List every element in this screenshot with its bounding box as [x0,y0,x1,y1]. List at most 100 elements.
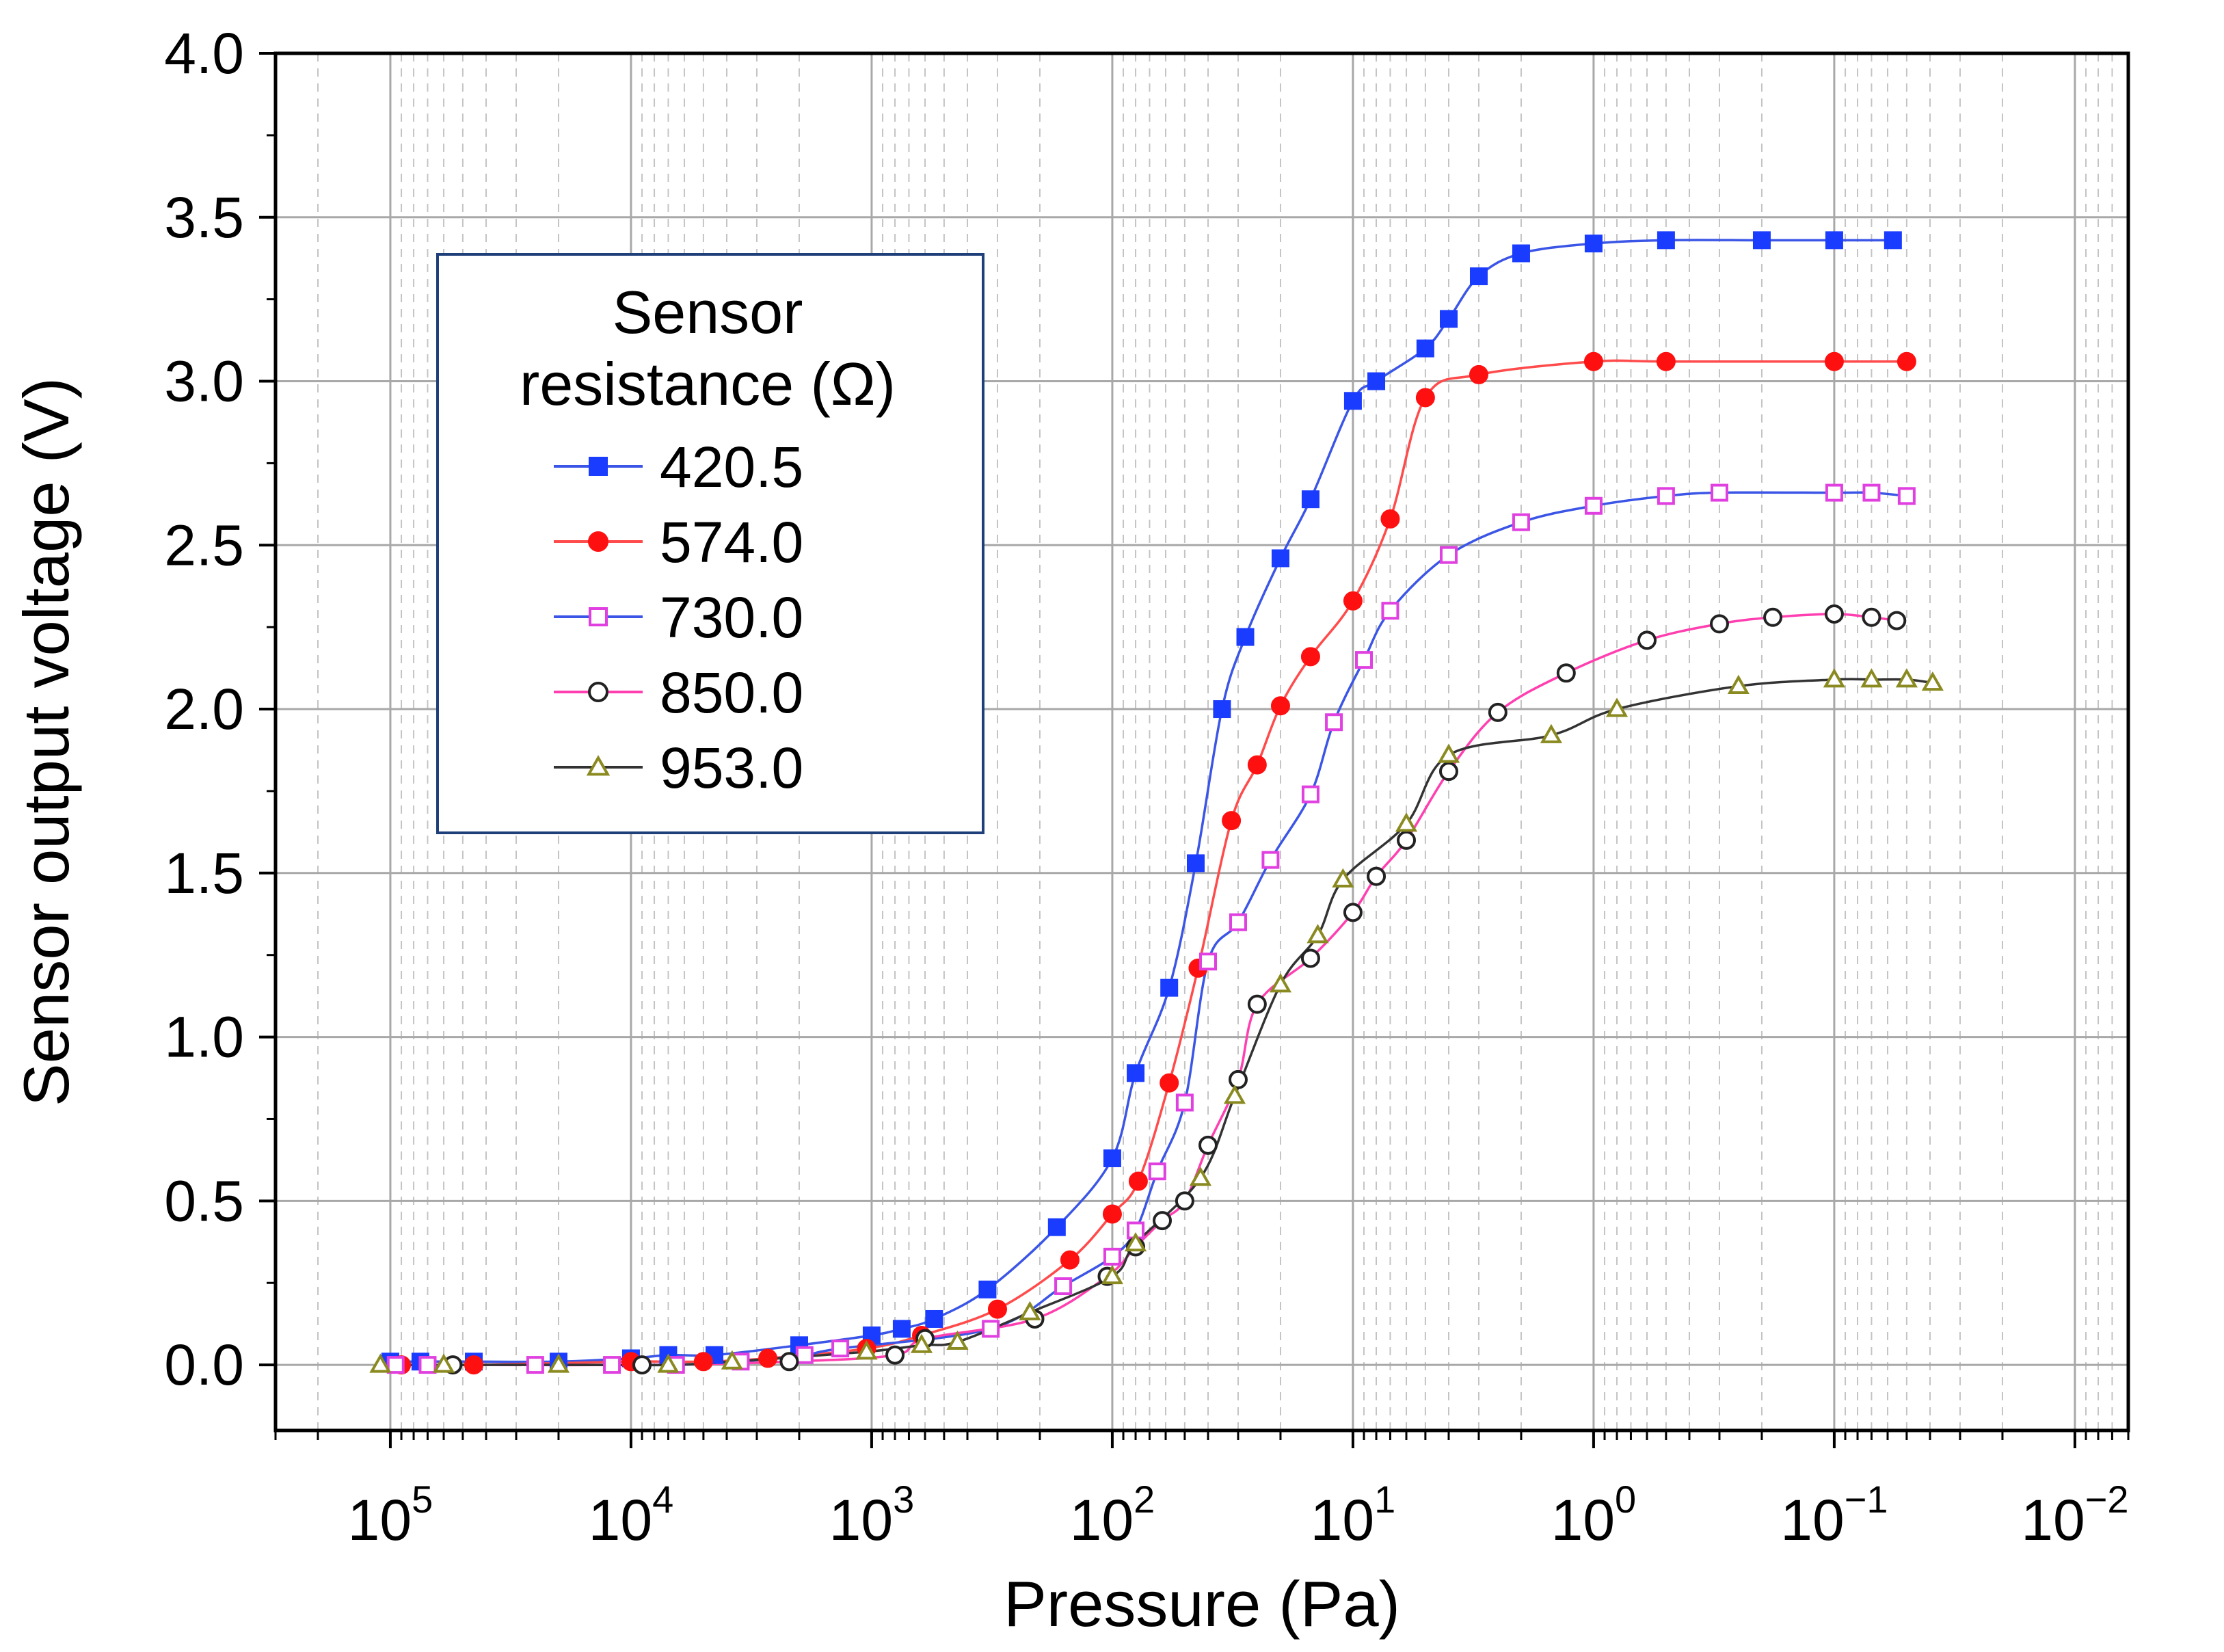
data-point [1101,1264,1124,1285]
legend-entry-420.5: 420.5 [554,435,803,499]
data-point [657,1353,680,1373]
legend-label: 953.0 [660,736,803,800]
data-point [1247,755,1267,775]
data-point [1102,1204,1122,1224]
legend-marker [589,457,608,476]
data-point [1512,244,1530,263]
data-point [1860,668,1883,688]
data-point [1229,913,1247,931]
data-point [1469,364,1488,384]
data-point [1897,351,1916,371]
data-point [1380,509,1400,529]
data-point [1584,496,1603,515]
data-point [1332,868,1354,888]
data-point [1198,1135,1218,1155]
data-point [1895,668,1918,688]
legend-entries: 420.5 574.0 730.0 850.0 953.0 [554,435,803,800]
data-point [603,1356,621,1374]
y-tick-labels: 0.0 0.5 1.0 1.5 2.0 2.5 3.0 3.5 4.0 [164,21,244,1397]
data-point [1355,651,1374,669]
data-point [1884,231,1902,250]
data-point [1415,388,1435,408]
y-tick-label: 3.5 [164,185,244,250]
data-point [779,1352,799,1372]
data-point [464,1355,484,1375]
data-point [1199,952,1218,971]
data-point [1921,671,1944,691]
data-point [1727,674,1750,694]
data-point [1223,1084,1246,1104]
data-point [1438,762,1458,782]
data-point [1343,591,1363,611]
data-point [982,1320,1000,1338]
legend-entry-574.0: 574.0 [554,510,803,574]
legend-title-line-1: Sensor [613,278,803,346]
y-tick-label: 1.0 [164,1005,244,1069]
data-point [1439,546,1458,564]
y-tick-label: 1.5 [164,841,244,905]
data-point [1236,628,1255,646]
data-point [1823,668,1846,688]
y-tick-label: 0.5 [164,1169,244,1233]
data-point [1397,830,1417,850]
y-tick-label: 3.0 [164,349,244,414]
series-953.0 [369,668,1944,1373]
data-point [892,1320,911,1338]
data-point [1416,339,1434,358]
data-point [1103,1247,1121,1266]
data-point [946,1330,969,1350]
data-point [1103,1149,1121,1167]
data-point [1862,607,1881,627]
y-axis-title: Sensor output voltage (V) [10,377,82,1106]
data-point [1657,487,1675,505]
data-point [547,1353,570,1373]
data-point [1583,351,1603,371]
data-point [1897,487,1916,505]
data-point [1213,700,1231,719]
data-point [693,1352,713,1372]
data-point [831,1340,850,1358]
data-point [1605,697,1629,717]
data-point [1189,1167,1212,1186]
series-730.0 [386,483,1916,1374]
data-point [1824,351,1844,371]
data-point [1128,1171,1148,1191]
data-point [1825,483,1843,502]
data-point [1469,267,1488,286]
legend-label: 420.5 [660,435,803,499]
data-point [1228,1069,1248,1089]
data-point [885,1345,905,1365]
data-point [1301,785,1319,803]
data-point [1395,812,1418,832]
axis-ticks [259,52,2130,1448]
data-point [1367,372,1386,390]
data-point [418,1356,437,1374]
data-point [1054,1277,1073,1296]
data-point [1637,630,1657,650]
data-point [721,1350,743,1370]
data-point [1824,604,1844,624]
data-point [1584,235,1603,253]
data-point [910,1333,933,1353]
data-point [1301,490,1319,509]
data-point [1153,1211,1173,1231]
legend-entry-953.0: 953.0 [554,736,803,800]
legend-marker [588,682,608,702]
legend-marker [589,607,608,626]
x-axis-title: Pressure (Pa) [1004,1568,1400,1640]
legend-box [436,253,984,834]
data-point [1556,663,1576,683]
data-point [1307,924,1329,944]
y-tick-label: 0.0 [164,1333,244,1397]
data-point [1343,903,1363,922]
data-point [1325,713,1343,732]
data-point [1367,866,1386,886]
legend-title-line-2: resistance (Ω) [520,350,896,418]
data-point [1381,602,1399,620]
data-point [987,1299,1007,1319]
legend-entry-730.0: 730.0 [554,585,803,650]
data-point [1060,1250,1080,1270]
data-point [1710,483,1728,502]
data-point [1175,1093,1194,1112]
